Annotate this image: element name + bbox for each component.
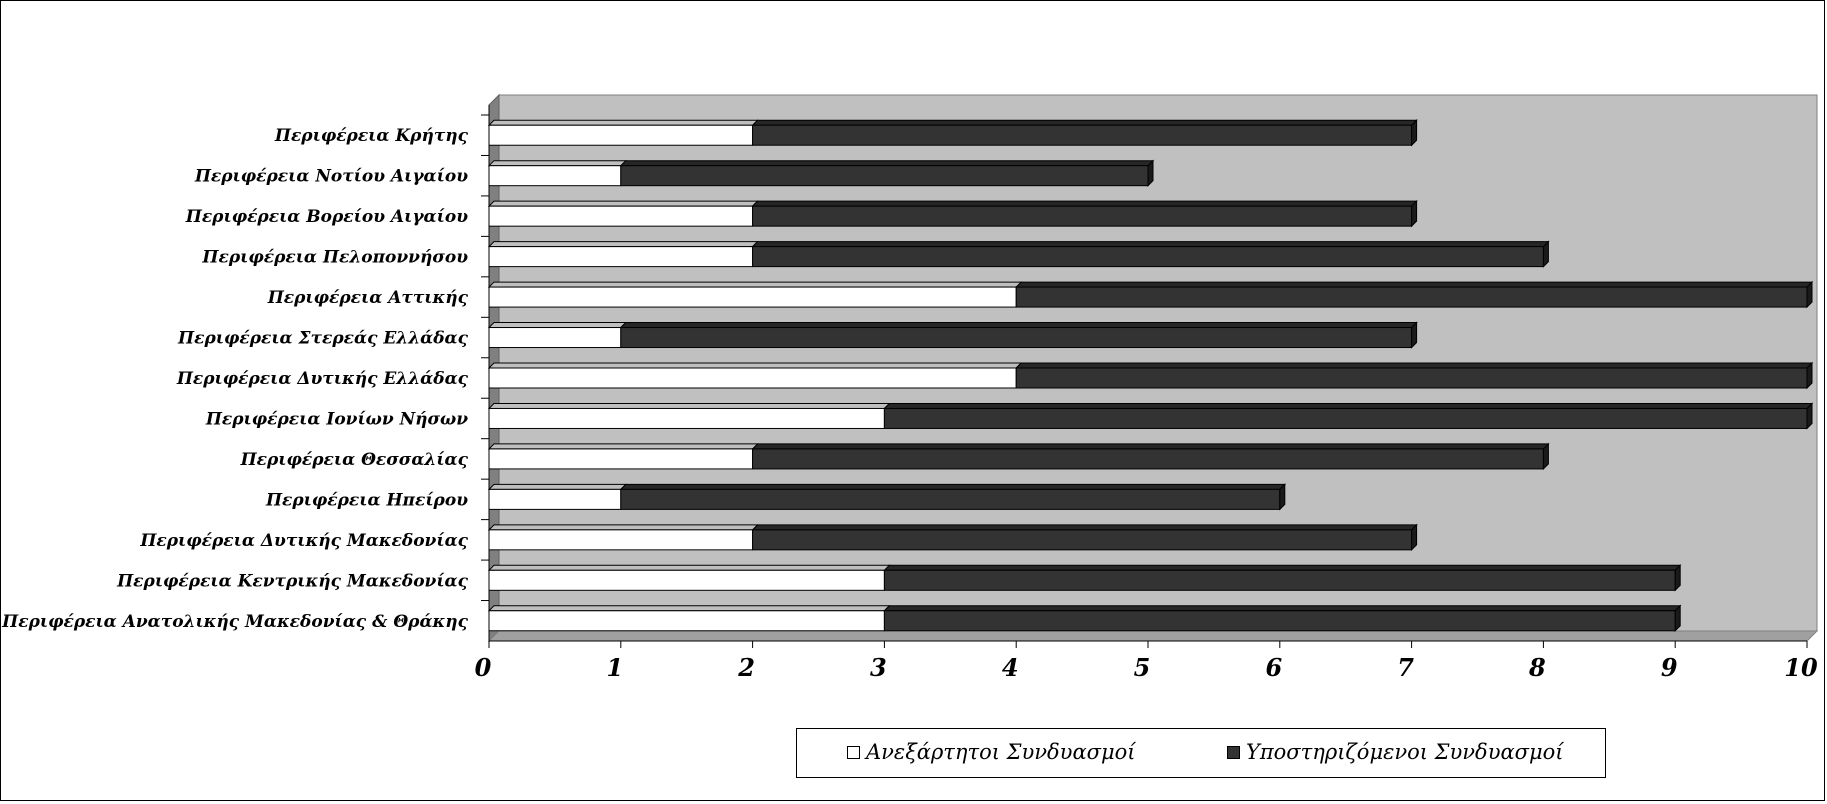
bar-independent-10 — [487, 200, 759, 227]
category-label-8: Περιφέρεια Αττικής — [267, 288, 469, 308]
bar-independent-12 — [487, 119, 759, 146]
category-label-6: Περιφέρεια Δυτικής Ελλάδας — [176, 369, 469, 389]
bar-supported-5 — [883, 402, 1814, 430]
bar-independent-6 — [487, 362, 1023, 389]
bar-supported-12 — [751, 119, 1418, 147]
legend-item-independent: Ανεξάρτητοι Συνδυασμοί — [847, 740, 1136, 764]
x-tick-label-7: 7 — [1397, 653, 1414, 682]
category-labels: Περιφέρεια Ανατολικής Μακεδονίας & Θράκη… — [1, 114, 489, 632]
category-label-0: Περιφέρεια Ανατολικής Μακεδονίας & Θράκη… — [1, 612, 468, 632]
category-label-9: Περιφέρεια Πελοποννήσου — [201, 248, 468, 268]
bar-supported-2 — [751, 523, 1418, 552]
bar-supported-11 — [619, 159, 1155, 187]
bar-independent-8 — [487, 281, 1023, 308]
category-label-5: Περιφέρεια Ιονίων Νήσων — [205, 409, 468, 429]
legend-label-supported: Υποστηριζόμενοι Συνδυασμοί — [1246, 740, 1564, 764]
x-tick-label-3: 3 — [870, 653, 887, 682]
category-label-12: Περιφέρεια Κρήτης — [274, 126, 469, 146]
bar-independent-5 — [487, 402, 891, 429]
bar-supported-4 — [751, 442, 1550, 471]
floor — [487, 630, 1819, 642]
legend-item-supported: Υποστηριζόμενοι Συνδυασμοί — [1227, 740, 1564, 764]
x-tick-label-5: 5 — [1134, 653, 1151, 682]
bar-supported-9 — [751, 240, 1550, 268]
bar-independent-9 — [487, 241, 759, 268]
bars — [487, 119, 1814, 632]
x-tick-label-8: 8 — [1528, 653, 1546, 682]
category-label-11: Περιφέρεια Νοτίου Αιγαίου — [194, 167, 468, 187]
bar-supported-3 — [619, 483, 1287, 511]
x-tick-label-1: 1 — [606, 653, 623, 682]
bar-independent-3 — [487, 483, 628, 510]
category-label-3: Περιφέρεια Ηπείρου — [265, 490, 468, 510]
category-label-4: Περιφέρεια Θεσσαλίας — [240, 450, 469, 470]
legend-swatch-independent — [847, 745, 860, 759]
category-label-2: Περιφέρεια Δυτικής Μακεδονίας — [139, 531, 468, 551]
x-tick-label-4: 4 — [1002, 653, 1019, 682]
bar-independent-4 — [487, 443, 759, 470]
x-tick-label-6: 6 — [1265, 653, 1282, 682]
legend-swatch-supported — [1227, 745, 1240, 759]
legend: Ανεξάρτητοι Συνδυασμοί Υποστηριζόμενοι Σ… — [796, 728, 1606, 778]
bar-independent-11 — [487, 160, 628, 187]
bar-supported-0 — [883, 604, 1682, 632]
x-tick-label-0: 0 — [475, 653, 492, 682]
category-label-1: Περιφέρεια Κεντρικής Μακεδονίας — [116, 571, 469, 591]
category-label-10: Περιφέρεια Βορείου Αιγαίου — [185, 207, 468, 227]
bar-independent-2 — [487, 524, 759, 551]
bar-independent-1 — [487, 564, 891, 591]
x-tick-label-9: 9 — [1661, 653, 1678, 682]
bar-supported-8 — [1014, 280, 1814, 309]
bar-supported-7 — [619, 321, 1418, 349]
bar-supported-6 — [1014, 361, 1814, 390]
bar-independent-0 — [487, 605, 891, 632]
bar-supported-10 — [751, 199, 1418, 228]
x-tick-label-10: 10 — [1784, 653, 1818, 682]
bar-supported-1 — [883, 564, 1682, 592]
x-axis-ticks: 0 1 2 3 4 5 6 7 8 9 10 — [475, 641, 1818, 682]
category-label-7: Περιφέρεια Στερεάς Ελλάδας — [177, 329, 469, 349]
legend-label-independent: Ανεξάρτητοι Συνδυασμοί — [866, 740, 1136, 764]
x-tick-label-2: 2 — [737, 653, 755, 682]
bar-independent-7 — [487, 322, 628, 349]
